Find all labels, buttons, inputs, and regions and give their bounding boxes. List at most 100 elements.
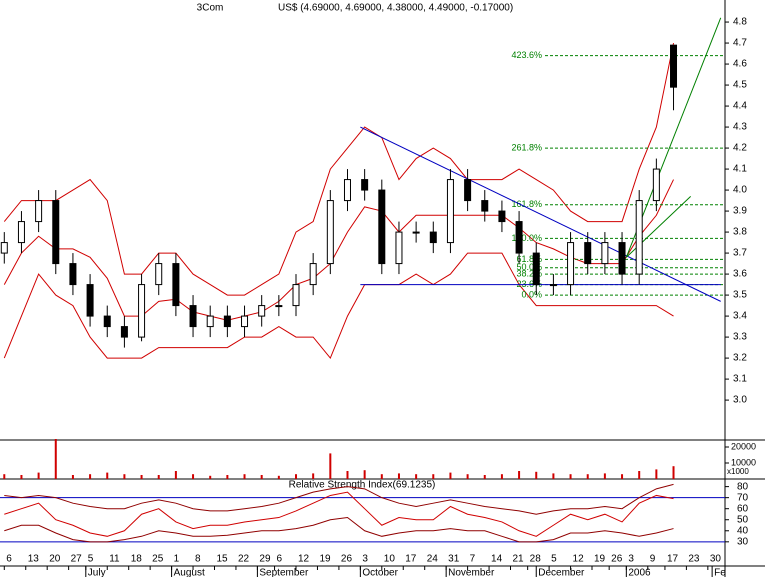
fib-label: 0.0%: [521, 289, 542, 299]
y-tick-label: 3.0: [733, 395, 747, 406]
candle-body: [635, 200, 643, 275]
x-tick-label: 27: [71, 554, 83, 565]
x-tick-label: 17: [667, 554, 679, 565]
candle-body: [326, 200, 334, 265]
x-tick-label: 15: [216, 554, 228, 565]
y-tick-label: 3.3: [733, 332, 747, 343]
fib-label: 61.8%: [516, 254, 542, 264]
volume-bar: [295, 474, 298, 479]
volume-bar: [432, 474, 435, 479]
volume-bar: [415, 474, 418, 479]
rsi-band: [4, 483, 674, 515]
x-tick-label: 5: [88, 554, 94, 565]
x-tick-label: 26: [611, 554, 623, 565]
x-tick-label: 28: [530, 554, 542, 565]
x-tick-label: 9: [650, 554, 656, 565]
candle-body: [378, 189, 386, 265]
x-tick-label: 13: [28, 554, 40, 565]
x-tick-label: 20: [49, 554, 61, 565]
candle-body: [241, 315, 249, 328]
month-label: July: [88, 568, 106, 577]
volume-bar: [552, 473, 555, 479]
x-tick-label: 31: [448, 554, 460, 565]
candle-body: [670, 44, 678, 88]
volume-bar: [655, 469, 658, 479]
volume-bar: [140, 475, 143, 479]
x-tick-label: 19: [594, 554, 606, 565]
volume-bar: [71, 475, 74, 479]
chart-title: 3Com: [197, 3, 224, 14]
volume-bar: [672, 466, 675, 479]
candle-body: [618, 242, 626, 275]
rsi-title: Relative Strength Index(69.1235): [289, 480, 436, 491]
volume-bar: [621, 474, 624, 479]
x-tick-label: 14: [491, 554, 503, 565]
fib-label: 161.8%: [511, 199, 542, 209]
unit-label: x1000: [727, 467, 749, 476]
x-tick-label: 5: [551, 554, 557, 565]
month-label: December: [538, 568, 585, 577]
volume-bar: [638, 471, 641, 479]
volume-bar: [37, 472, 40, 479]
y-tick-label: 10000: [731, 457, 756, 467]
y-tick-label: 3.9: [733, 206, 747, 217]
candle-body: [223, 315, 231, 328]
x-tick-label: 6: [277, 554, 283, 565]
candle-body: [103, 315, 111, 328]
volume-bar: [89, 474, 92, 479]
x-tick-label: 19: [319, 554, 331, 565]
candle-body: [584, 242, 592, 265]
x-tick-label: 21: [513, 554, 525, 565]
fib-label: 100.0%: [511, 233, 542, 243]
y-tick-label: 3.7: [733, 248, 747, 259]
y-tick-label: 4.1: [733, 164, 747, 175]
month-label: September: [259, 568, 309, 577]
candle-body: [481, 200, 489, 212]
fib-label: 50.0%: [516, 262, 542, 272]
candle-body: [189, 305, 197, 328]
x-tick-label: 18: [131, 554, 143, 565]
candle-body: [498, 210, 506, 223]
volume-bar: [54, 439, 57, 479]
candle-body: [652, 168, 660, 202]
candle-body: [343, 179, 351, 202]
y-tick-label: 20000: [731, 441, 756, 451]
candle-body: [446, 179, 454, 244]
volume-bar: [346, 471, 349, 479]
x-tick-label: 8: [195, 554, 201, 565]
candle-body: [309, 263, 317, 286]
fib-label: 423.6%: [511, 50, 542, 60]
candle-body: [549, 284, 557, 287]
candle-body: [412, 231, 420, 234]
volume-bar: [483, 475, 486, 479]
candle-body: [0, 242, 8, 254]
volume-bar: [209, 475, 212, 479]
volume-bar: [500, 474, 503, 479]
month-label: August: [174, 568, 205, 577]
y-tick-label: 3.5: [733, 290, 747, 301]
candle-body: [206, 315, 214, 328]
x-tick-label: 10: [384, 554, 396, 565]
volume-bar: [123, 474, 126, 479]
volume-bar: [603, 473, 606, 479]
y-tick-label: 3.2: [733, 353, 747, 364]
volume-bar: [20, 475, 23, 479]
candle-body: [17, 221, 25, 244]
volume-bar: [260, 475, 263, 479]
x-tick-label: 7: [470, 554, 476, 565]
x-tick-label: 3: [628, 554, 634, 565]
volume-bar: [174, 471, 177, 479]
bollinger-band: [3, 252, 674, 360]
bollinger-band: [3, 42, 675, 296]
x-tick-label: 3: [362, 554, 368, 565]
x-tick-label: 29: [259, 554, 271, 565]
candle-body: [35, 200, 43, 223]
candle-body: [532, 252, 540, 286]
volume-bar: [157, 475, 160, 479]
rsi-line: [4, 491, 674, 537]
x-tick-label: 12: [298, 554, 310, 565]
volume-bar: [192, 474, 195, 479]
candle-body: [395, 231, 403, 265]
candle-body: [138, 284, 146, 338]
